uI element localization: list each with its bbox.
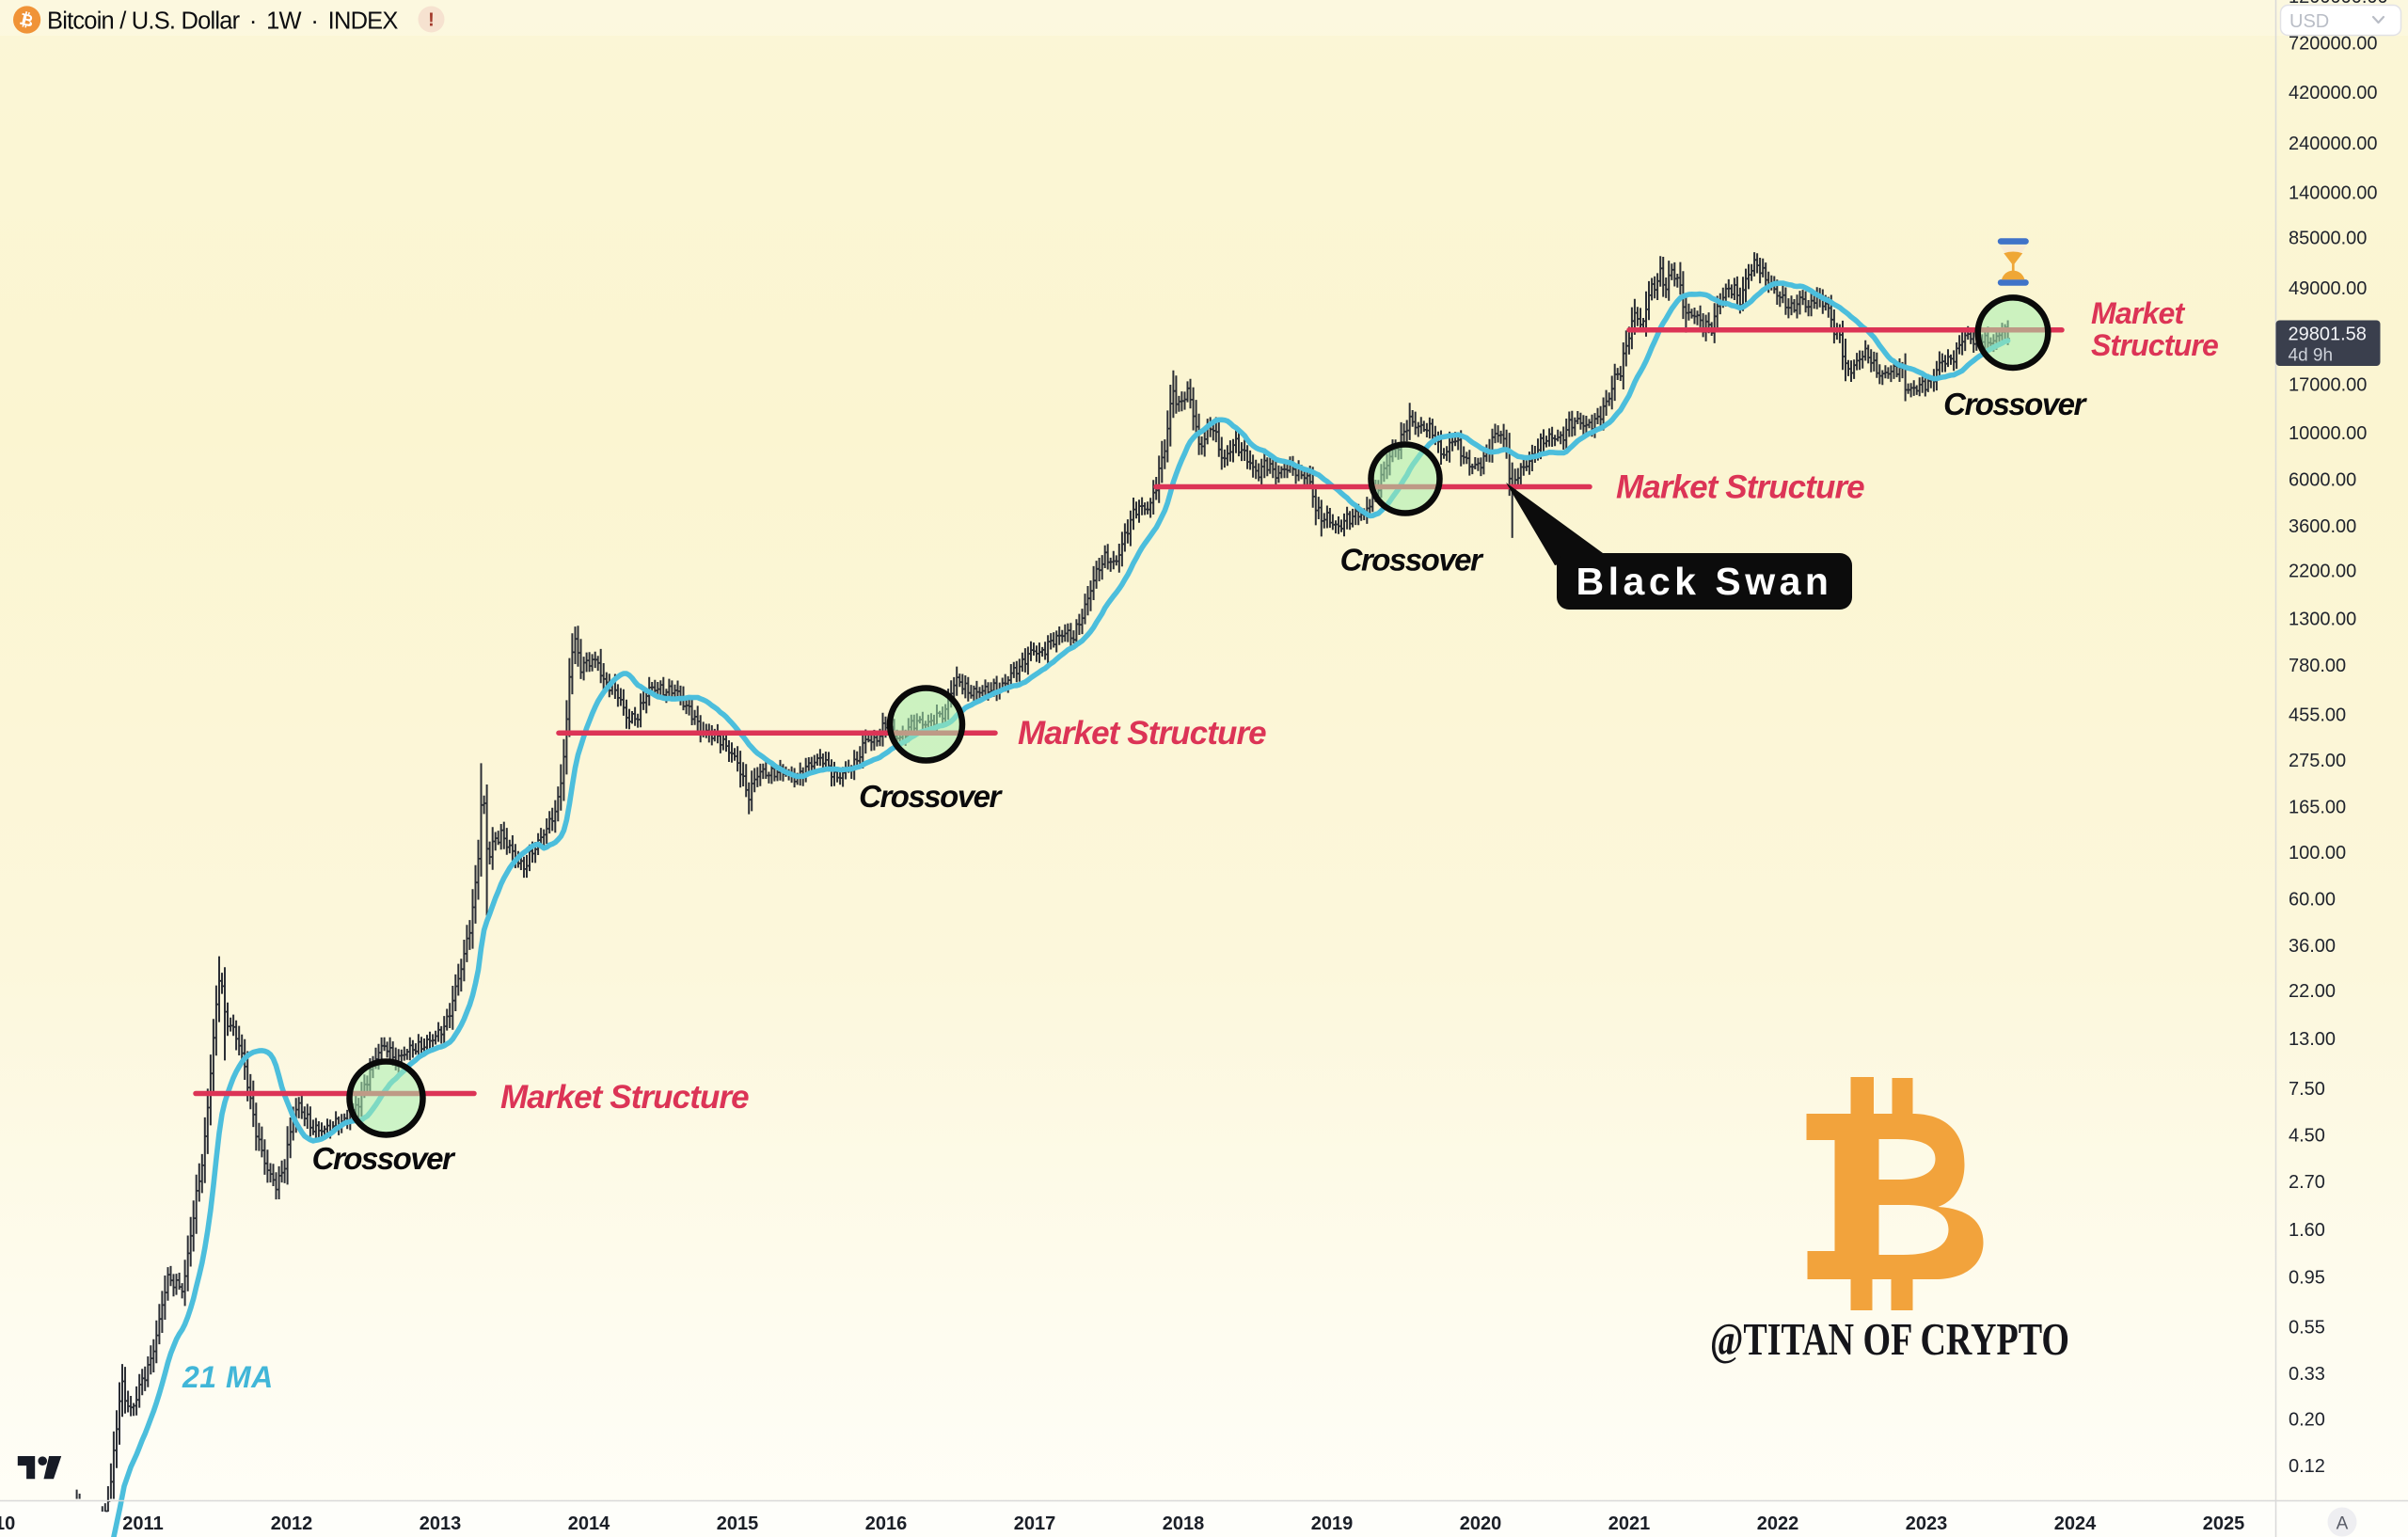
svg-text:2011: 2011 (122, 1513, 163, 1534)
svg-text:100.00: 100.00 (2289, 843, 2346, 864)
svg-text:USD: USD (2289, 11, 2329, 32)
svg-text:Crossover: Crossover (312, 1141, 456, 1176)
svg-text:Black Swan: Black Swan (1576, 560, 1833, 603)
svg-text:Bitcoin / U.S. Dollar · 1W: Bitcoin / U.S. Dollar · 1W · INDEX (47, 8, 398, 35)
svg-text:21 MA: 21 MA (182, 1360, 274, 1394)
svg-text:1200000.00: 1200000.00 (2289, 0, 2388, 8)
svg-text:60.00: 60.00 (2289, 890, 2336, 911)
svg-text:420000.00: 420000.00 (2289, 83, 2378, 103)
svg-text:2016: 2016 (865, 1513, 908, 1534)
svg-text:10000.00: 10000.00 (2289, 423, 2367, 444)
svg-text:!: ! (428, 10, 435, 31)
svg-text:Crossover: Crossover (1943, 387, 2087, 421)
svg-text:2017: 2017 (1014, 1513, 1056, 1534)
svg-text:Market Structure: Market Structure (500, 1079, 749, 1116)
svg-text:2020: 2020 (1460, 1513, 1502, 1534)
svg-text:2018: 2018 (1163, 1513, 1205, 1534)
svg-text:85000.00: 85000.00 (2289, 229, 2367, 249)
svg-text:17000.00: 17000.00 (2289, 375, 2367, 396)
svg-text:13.00: 13.00 (2289, 1029, 2336, 1050)
svg-text:6000.00: 6000.00 (2289, 470, 2356, 491)
svg-text:@TITAN OF CRYPTO: @TITAN OF CRYPTO (1710, 1313, 2069, 1365)
svg-text:4d 9h: 4d 9h (2289, 346, 2334, 366)
svg-text:7.50: 7.50 (2289, 1079, 2325, 1100)
svg-text:3600.00: 3600.00 (2289, 516, 2356, 537)
svg-text:2012: 2012 (271, 1513, 313, 1534)
svg-text:780.00: 780.00 (2289, 656, 2346, 676)
svg-text:2013: 2013 (420, 1513, 462, 1534)
svg-text:Market: Market (2091, 296, 2186, 330)
svg-text:2014: 2014 (568, 1513, 610, 1534)
svg-text:2015: 2015 (717, 1513, 759, 1534)
svg-text:Market Structure: Market Structure (1018, 715, 1266, 752)
svg-text:Market Structure: Market Structure (1616, 469, 1864, 506)
svg-text:0.55: 0.55 (2289, 1317, 2325, 1338)
svg-text:275.00: 275.00 (2289, 751, 2346, 771)
svg-text:2022: 2022 (1757, 1513, 1799, 1534)
svg-text:2025: 2025 (2203, 1513, 2245, 1534)
svg-text:1300.00: 1300.00 (2289, 610, 2356, 630)
svg-text:0.20: 0.20 (2289, 1409, 2325, 1430)
svg-text:2024: 2024 (2054, 1513, 2097, 1534)
svg-text:0.95: 0.95 (2289, 1267, 2325, 1288)
svg-text:455.00: 455.00 (2289, 705, 2346, 725)
svg-text:Crossover: Crossover (1340, 543, 1484, 578)
svg-text:29801.58: 29801.58 (2289, 325, 2367, 345)
svg-text:165.00: 165.00 (2289, 798, 2346, 818)
svg-text:2023: 2023 (1906, 1513, 1948, 1534)
svg-text:2200.00: 2200.00 (2289, 562, 2356, 582)
svg-text:36.00: 36.00 (2289, 936, 2336, 957)
svg-text:Crossover: Crossover (859, 779, 1003, 814)
svg-text:2010: 2010 (0, 1513, 15, 1534)
svg-text:0.33: 0.33 (2289, 1364, 2325, 1385)
svg-text:22.00: 22.00 (2289, 981, 2336, 1002)
svg-text:1.60: 1.60 (2289, 1220, 2325, 1241)
svg-text:240000.00: 240000.00 (2289, 134, 2378, 154)
svg-text:140000.00: 140000.00 (2289, 182, 2378, 203)
svg-text:2.70: 2.70 (2289, 1172, 2325, 1193)
svg-text:A: A (2337, 1514, 2349, 1534)
svg-text:49000.00: 49000.00 (2289, 278, 2367, 299)
svg-text:2021: 2021 (1608, 1513, 1651, 1534)
svg-text:Structure: Structure (2091, 328, 2218, 362)
svg-text:0.12: 0.12 (2289, 1456, 2325, 1477)
svg-text:4.50: 4.50 (2289, 1126, 2325, 1147)
svg-text:2019: 2019 (1311, 1513, 1354, 1534)
svg-text:720000.00: 720000.00 (2289, 34, 2378, 55)
